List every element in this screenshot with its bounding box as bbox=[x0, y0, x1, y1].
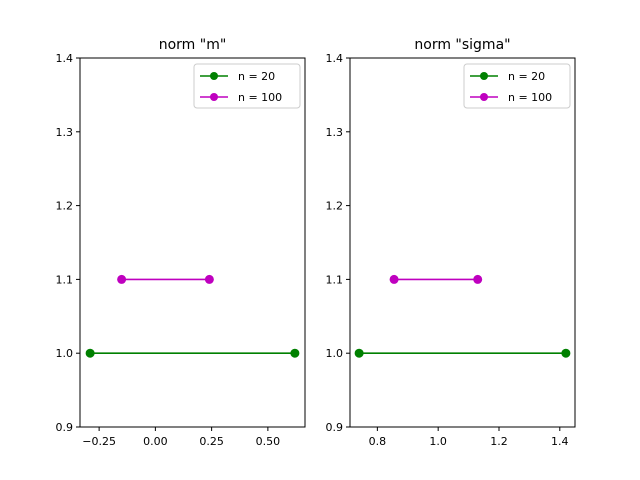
plot-area bbox=[354, 274, 571, 358]
x-tick-label: 0.8 bbox=[369, 435, 387, 448]
y-tick-label: 1.2 bbox=[56, 200, 74, 213]
plot-area bbox=[85, 274, 300, 358]
y-tick-label: 1.4 bbox=[56, 52, 74, 65]
legend-marker bbox=[210, 93, 218, 101]
legend-marker bbox=[480, 93, 488, 101]
y-tick-label: 0.9 bbox=[326, 421, 344, 434]
x-tick-label: −0.25 bbox=[82, 435, 116, 448]
legend: n = 20 n = 100 bbox=[193, 63, 301, 109]
data-point bbox=[204, 274, 214, 284]
x-tick-label: 1.2 bbox=[490, 435, 508, 448]
y-tick-label: 1.3 bbox=[326, 126, 344, 139]
y-tick-label: 1.0 bbox=[56, 347, 74, 360]
subplot-title: norm "m" bbox=[159, 37, 227, 53]
data-point bbox=[354, 348, 364, 358]
subplot-norm-sigma: norm "sigma" 0.8 1.0 1.2 1.4 0.9 1.0 1.1 1.2 1.3… bbox=[326, 37, 576, 448]
subplot-norm-m: norm "m" −0.25 0.00 0.25 0.50 0.9 1.0 1.1 1.2 1.… bbox=[56, 37, 306, 448]
legend-label: n = 100 bbox=[238, 91, 282, 104]
subplot-title: norm "sigma" bbox=[414, 37, 510, 53]
tick-group: 0.8 1.0 1.2 1.4 0.9 1.0 1.1 1.2 1.3 1.4 bbox=[326, 52, 569, 448]
legend-marker bbox=[210, 72, 218, 80]
legend-label: n = 100 bbox=[508, 91, 552, 104]
y-tick-label: 1.0 bbox=[326, 347, 344, 360]
data-point bbox=[85, 348, 95, 358]
x-tick-label: 0.50 bbox=[256, 435, 281, 448]
y-tick-label: 1.4 bbox=[326, 52, 344, 65]
y-tick-label: 1.1 bbox=[326, 273, 344, 286]
x-tick-label: 0.25 bbox=[199, 435, 224, 448]
legend-marker bbox=[480, 72, 488, 80]
x-tick-label: 1.0 bbox=[429, 435, 447, 448]
y-tick-label: 1.3 bbox=[56, 126, 74, 139]
axes-frame bbox=[349, 57, 576, 428]
y-tick-label: 1.1 bbox=[56, 273, 74, 286]
legend: n = 20 n = 100 bbox=[463, 63, 571, 109]
y-tick-label: 1.2 bbox=[326, 200, 344, 213]
y-tick-label: 0.9 bbox=[56, 421, 74, 434]
tick-group: −0.25 0.00 0.25 0.50 0.9 1.0 1.1 1.2 1.3 1.4 bbox=[56, 52, 281, 448]
data-point bbox=[290, 348, 300, 358]
data-point bbox=[473, 274, 483, 284]
data-point bbox=[389, 274, 399, 284]
x-tick-label: 1.4 bbox=[551, 435, 569, 448]
x-tick-label: 0.00 bbox=[143, 435, 168, 448]
legend-label: n = 20 bbox=[238, 70, 275, 83]
legend-label: n = 20 bbox=[508, 70, 545, 83]
data-point bbox=[561, 348, 571, 358]
axes-frame bbox=[79, 57, 306, 428]
data-point bbox=[117, 274, 127, 284]
